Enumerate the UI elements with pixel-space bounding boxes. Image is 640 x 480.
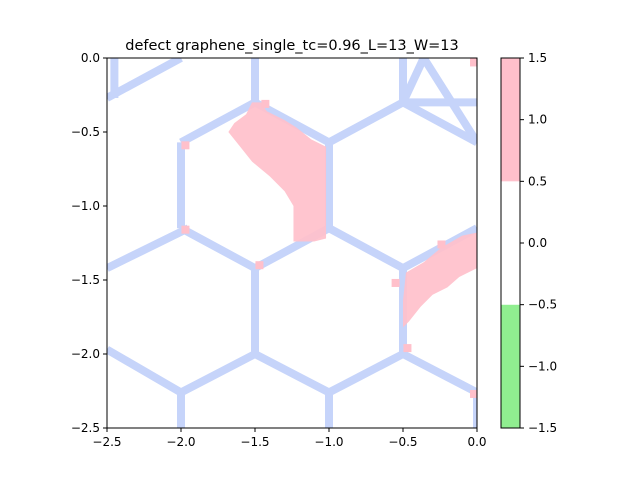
lattice-bond [253,350,331,397]
lattice-bond [253,98,331,146]
lattice-layer [107,58,477,428]
lattice-bond [179,224,257,272]
defect-pixel [181,225,190,234]
colorbar-segment [501,58,520,182]
defect-pixel [255,261,264,270]
colorbar-segment [501,304,520,428]
lattice-bond [107,346,184,396]
colorbar-tick-label: −1.5 [528,421,557,435]
y-tick-label: −1.5 [71,273,100,287]
defect-pixel [391,278,400,287]
x-tick-label: −1.5 [240,435,269,449]
lattice-bond [107,224,191,272]
y-tick-label: −2.0 [71,347,100,361]
lattice-bond [179,350,257,397]
y-tick-label: −1.0 [71,199,100,213]
y-axis: 0.0 −0.5 −1.0 −1.5 −2.0 −2.5 [71,51,107,435]
lattice-bond [399,58,428,105]
defect-region [403,232,477,328]
lattice-bond [401,350,477,397]
y-tick-label: 0.0 [81,51,100,65]
colorbar-tick-label: −0.5 [528,298,557,312]
defect-pixel [470,389,477,398]
x-tick-label: −0.5 [388,435,417,449]
defect-pixel [181,141,190,150]
colorbar-tick-label: 1.5 [528,51,547,65]
lattice-bond [420,58,477,145]
lattice-bond [179,98,257,146]
x-tick-label: −2.0 [166,435,195,449]
colorbar-segment [501,181,520,305]
x-axis: −2.5 −2.0 −1.5 −1.0 −0.5 0.0 [92,428,487,449]
lattice-bond [327,98,405,146]
lattice-bond [107,58,183,102]
defect-region [228,102,327,242]
defect-layer [181,58,477,398]
colorbar-tick-label: 0.0 [528,236,547,250]
plot-frame [106,57,478,429]
x-tick-label: 0.0 [467,435,486,449]
defect-pixel [403,344,412,353]
defect-pixel [470,58,477,67]
lattice-bond [327,224,405,272]
x-tick-label: −2.5 [92,435,121,449]
y-tick-label: −2.5 [71,421,100,435]
lattice-bond [327,350,405,397]
colorbar-tick-label: −1.0 [528,359,557,373]
lattice-bond [401,98,477,146]
colorbar-tick-label: 0.5 [528,174,547,188]
chart-title: defect graphene_single_tc=0.96_L=13_W=13 [125,38,459,54]
colorbar-tick-label: 1.0 [528,113,547,127]
y-tick-label: −0.5 [71,125,100,139]
colorbar: 1.5 1.0 0.5 0.0 −0.5 −1.0 −1.5 [500,51,557,435]
x-tick-label: −1.0 [314,435,343,449]
defect-pixel [261,99,270,108]
defect-pixel [437,240,446,249]
